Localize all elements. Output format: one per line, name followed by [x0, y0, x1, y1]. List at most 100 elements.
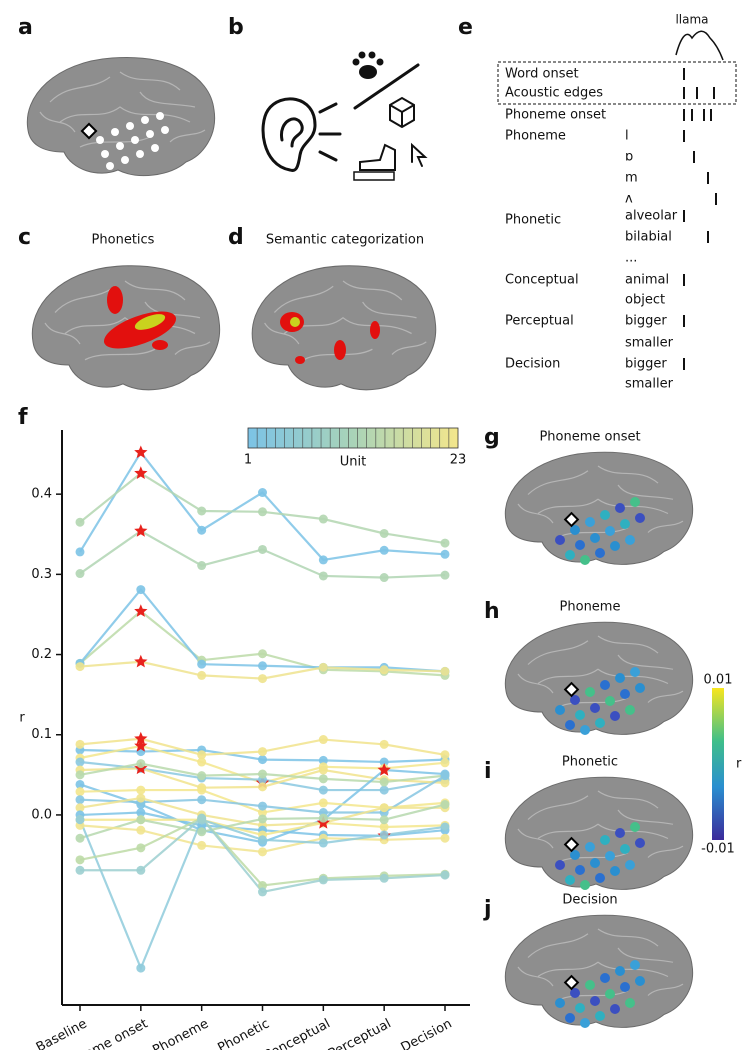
row-item: alveolar: [625, 209, 678, 224]
data-point: [258, 649, 267, 659]
electrode: [570, 695, 580, 705]
y-axis-label: r: [19, 711, 25, 726]
data-point: [197, 785, 207, 795]
data-point: [258, 887, 267, 897]
colorbar-tick-label: 1: [244, 453, 252, 468]
row-item: animal: [625, 273, 669, 288]
row-label: Acoustic edges: [505, 86, 603, 101]
data-point: [379, 545, 389, 555]
data-point: [379, 777, 389, 787]
electrode: [555, 535, 565, 545]
brain: [251, 265, 437, 391]
data-point: [379, 665, 389, 675]
data-point: [197, 659, 207, 669]
data-point: [440, 778, 450, 788]
electrode: [615, 503, 625, 513]
data-point: [136, 825, 146, 835]
data-point: [440, 549, 450, 559]
electrode: [630, 960, 640, 970]
panel-title: Phoneme: [560, 600, 621, 615]
electrode: [590, 996, 600, 1006]
row-label: Phoneme: [505, 129, 566, 144]
data-point: [440, 570, 450, 580]
electrode: [605, 526, 615, 536]
panel-label: a: [18, 15, 33, 40]
panel-label: h: [484, 599, 500, 624]
data-point: [136, 843, 146, 853]
data-point: [197, 771, 207, 781]
data-point: [136, 585, 146, 595]
data-point: [197, 750, 207, 760]
electrode: [570, 988, 580, 998]
significance-star: [134, 654, 148, 668]
data-point: [136, 808, 146, 818]
data-point: [258, 881, 267, 891]
row-item: ʌ: [625, 192, 633, 207]
x-tick-label: Conceptual: [261, 1016, 333, 1050]
annotation-panel: llama Word onset Acoustic edges Phoneme on…: [497, 13, 737, 392]
electrode: [615, 966, 625, 976]
significance-star: [134, 466, 148, 479]
data-point: [258, 769, 267, 779]
brain: [26, 56, 216, 177]
electrode: [600, 973, 610, 983]
electrode: [585, 842, 595, 852]
brain: [504, 776, 694, 890]
data-point: [75, 787, 85, 797]
electrode: [610, 866, 620, 876]
reference-marker: [563, 681, 580, 698]
data-point: [440, 666, 450, 676]
significance-star: [134, 604, 148, 617]
panel-label: e: [458, 15, 473, 40]
data-point: [318, 774, 328, 784]
electrode-grid: [96, 112, 169, 170]
data-point: [197, 525, 207, 535]
y-tick-label: 0.1: [31, 727, 52, 742]
panel-title: Phonetics: [92, 233, 155, 248]
data-point: [136, 963, 146, 973]
reference-marker: [563, 836, 580, 853]
electrode: [580, 725, 590, 735]
data-point: [197, 827, 207, 837]
data-point: [318, 785, 328, 795]
electrode: [595, 1011, 605, 1021]
data-point: [440, 833, 450, 843]
electrode: [565, 720, 575, 730]
data-point: [258, 835, 267, 845]
data-point: [197, 561, 207, 571]
row-item: smaller: [625, 377, 674, 392]
significance-star: [377, 763, 391, 776]
electrode: [635, 976, 645, 986]
electrode: [625, 998, 635, 1008]
electrode: [565, 550, 575, 560]
row-item: ...: [625, 251, 637, 266]
data-point: [258, 488, 267, 498]
electrode: [605, 989, 615, 999]
data-point: [75, 662, 85, 672]
reference-marker: [80, 122, 98, 140]
brain: [504, 914, 694, 1028]
row-label: Conceptual: [505, 273, 579, 288]
brain: [504, 621, 694, 735]
electrode: [595, 548, 605, 558]
electrode: [585, 517, 595, 527]
electrode: [610, 1004, 620, 1014]
brain: [504, 451, 694, 565]
electrode: [585, 687, 595, 697]
data-point: [75, 770, 85, 780]
data-point: [258, 674, 267, 684]
electrode: [605, 851, 615, 861]
colorbar-tick-label: 23: [450, 453, 467, 468]
data-point: [440, 771, 450, 781]
electrode: [555, 705, 565, 715]
significance-star: [134, 524, 148, 537]
data-point: [136, 865, 146, 875]
data-point: [75, 865, 85, 875]
colorbar-label: Unit: [340, 455, 366, 470]
colorbar-tick-label: -0.01: [701, 842, 735, 857]
electrode: [605, 696, 615, 706]
y-tick-label: 0.4: [31, 487, 52, 502]
data-point: [318, 875, 328, 885]
data-point: [318, 555, 328, 565]
electrode: [630, 667, 640, 677]
